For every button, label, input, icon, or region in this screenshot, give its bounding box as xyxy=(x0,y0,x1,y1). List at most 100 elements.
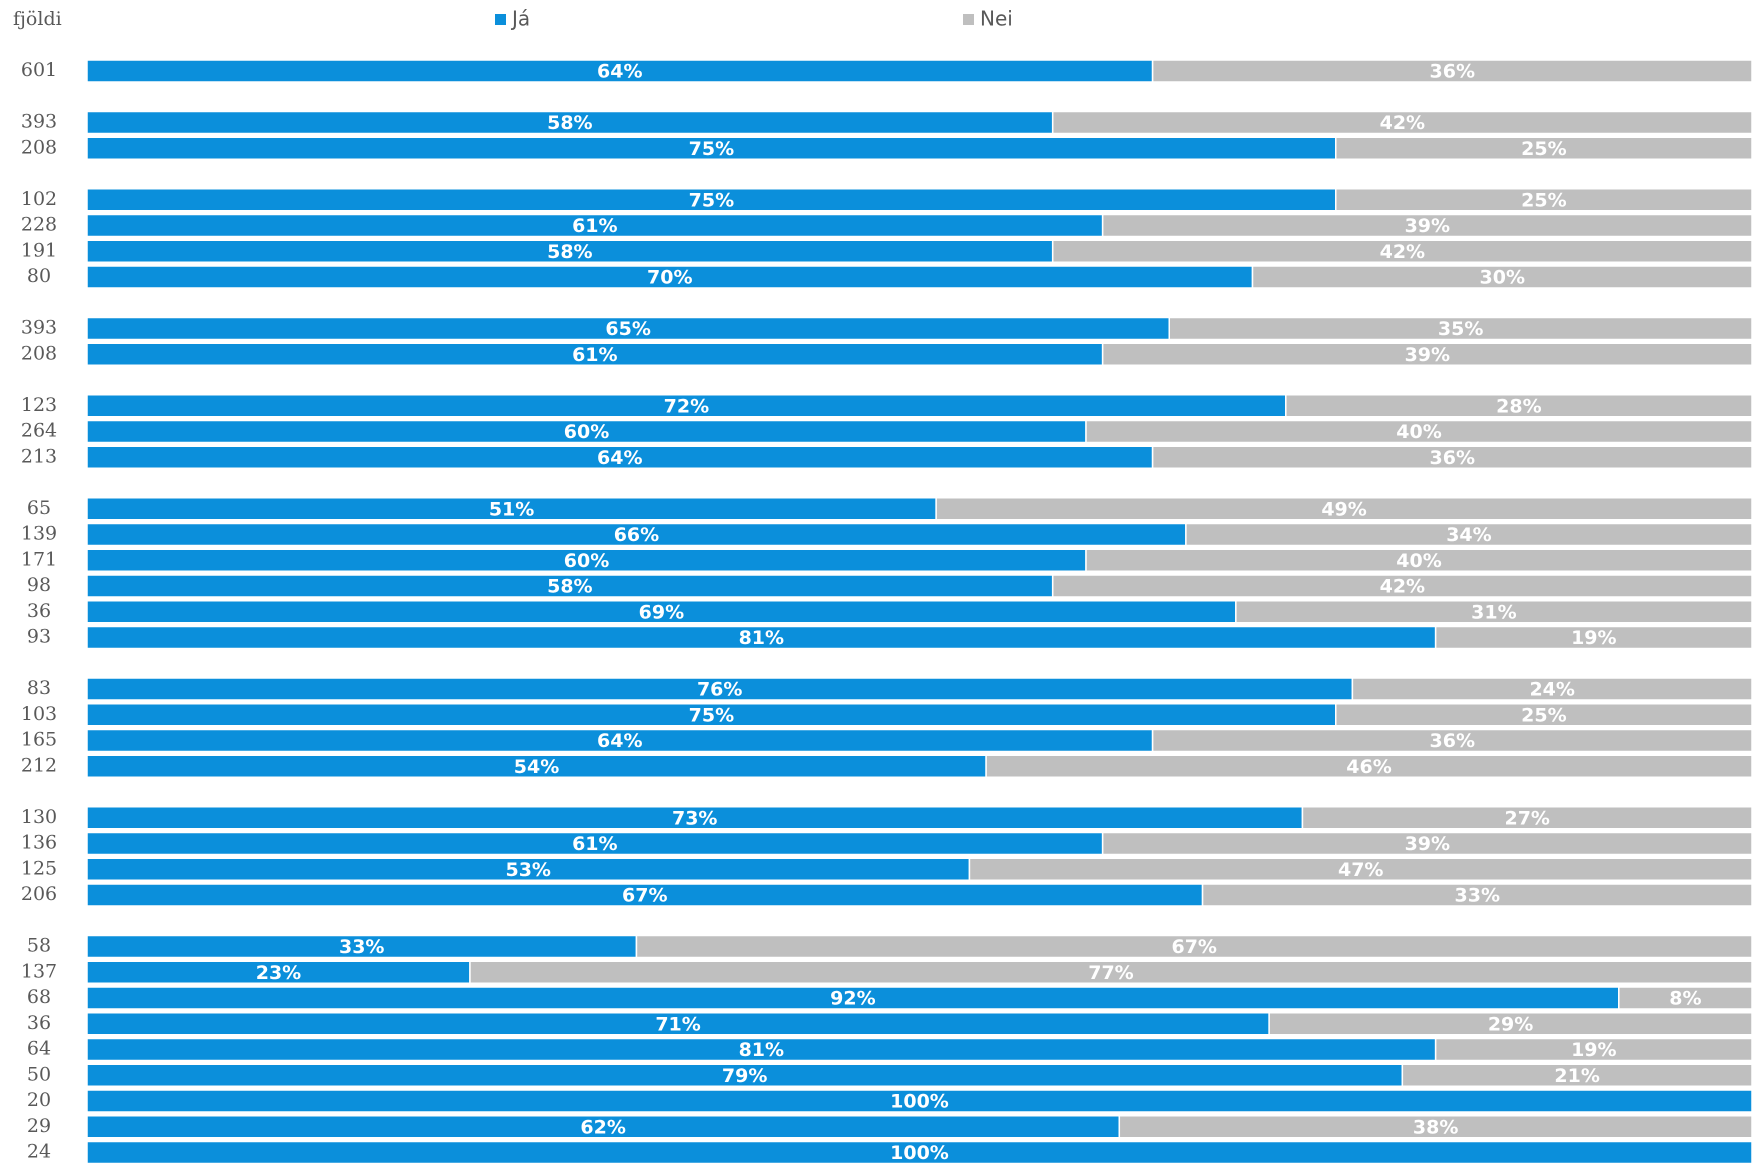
data-label: 8% xyxy=(1669,988,1701,1010)
data-label: 58% xyxy=(547,112,592,134)
data-label: 100% xyxy=(890,1091,949,1113)
data-label: 61% xyxy=(572,344,617,366)
category-label: 208 xyxy=(21,136,57,158)
data-label: 33% xyxy=(1455,885,1500,907)
data-label: 35% xyxy=(1438,318,1483,340)
data-label: 36% xyxy=(1430,730,1475,752)
bar-segment xyxy=(1434,1037,1752,1062)
data-label: 33% xyxy=(339,936,384,958)
bar-segment xyxy=(1118,1115,1752,1139)
bar-segment xyxy=(635,934,1752,959)
bar-segment xyxy=(1185,522,1752,547)
data-label: 29% xyxy=(1488,1013,1533,1035)
bar-segment xyxy=(1351,677,1752,701)
legend-swatch xyxy=(495,14,506,25)
data-label: 92% xyxy=(830,988,875,1010)
data-label: 53% xyxy=(505,859,550,881)
data-label: 39% xyxy=(1405,344,1450,366)
data-label: 58% xyxy=(547,576,592,598)
data-label: 28% xyxy=(1496,395,1541,417)
data-label: 40% xyxy=(1396,421,1441,443)
category-label: 64 xyxy=(27,1038,51,1060)
bar-segment xyxy=(1235,600,1752,624)
bar-segment xyxy=(1151,59,1752,83)
axis-title: fjöldi xyxy=(13,8,62,30)
bar-segment xyxy=(1618,986,1752,1010)
data-label: 38% xyxy=(1413,1116,1458,1138)
data-label: 67% xyxy=(622,885,667,907)
category-label: 139 xyxy=(21,523,57,545)
data-label: 64% xyxy=(597,61,642,83)
bar-segment xyxy=(469,960,1752,984)
bar-segment xyxy=(1434,625,1752,650)
data-label: 61% xyxy=(572,215,617,237)
bar-segment xyxy=(1085,419,1752,444)
data-label: 64% xyxy=(597,447,642,469)
category-label: 24 xyxy=(27,1141,51,1163)
data-label: 100% xyxy=(890,1142,949,1164)
category-label: 208 xyxy=(21,342,57,364)
category-label: 191 xyxy=(21,239,57,261)
data-label: 64% xyxy=(597,730,642,752)
bar-segment xyxy=(1151,728,1752,753)
data-label: 66% xyxy=(614,524,659,546)
data-label: 62% xyxy=(580,1116,625,1138)
data-label: 58% xyxy=(547,241,592,263)
data-label: 70% xyxy=(647,267,692,289)
data-label: 81% xyxy=(739,627,784,649)
bar-segment xyxy=(1085,548,1752,572)
bar-segment xyxy=(1335,188,1752,212)
data-label: 65% xyxy=(605,318,650,340)
data-label: 75% xyxy=(689,138,734,160)
category-label: 601 xyxy=(21,59,57,81)
data-label: 24% xyxy=(1529,679,1574,701)
category-label: 130 xyxy=(21,806,57,828)
data-label: 72% xyxy=(664,395,709,417)
category-label: 80 xyxy=(27,265,51,287)
data-label: 61% xyxy=(572,833,617,855)
category-label: 137 xyxy=(21,960,57,982)
category-label: 171 xyxy=(21,548,57,570)
category-label: 50 xyxy=(27,1063,51,1085)
category-label: 212 xyxy=(21,754,57,776)
category-label: 68 xyxy=(27,986,51,1008)
data-label: 73% xyxy=(672,807,717,829)
category-label: 125 xyxy=(21,857,57,879)
category-label: 393 xyxy=(21,111,57,133)
category-label: 102 xyxy=(21,188,57,210)
category-label: 213 xyxy=(21,445,57,467)
bar-segment xyxy=(1151,445,1752,469)
category-label: 58 xyxy=(27,935,51,957)
data-label: 39% xyxy=(1405,833,1450,855)
category-label: 29 xyxy=(27,1115,51,1137)
data-label: 47% xyxy=(1338,859,1383,881)
bar-segment xyxy=(1335,136,1752,160)
bar-segment xyxy=(1168,316,1752,341)
category-label: 264 xyxy=(21,420,57,442)
legend-label: Nei xyxy=(980,7,1013,31)
data-label: 40% xyxy=(1396,550,1441,572)
category-label: 103 xyxy=(21,703,57,725)
category-label: 65 xyxy=(27,497,51,519)
data-label: 25% xyxy=(1521,138,1566,160)
bar-segment xyxy=(1101,213,1752,238)
category-label: 36 xyxy=(27,600,51,622)
category-label: 228 xyxy=(21,214,57,236)
bar-segment xyxy=(1335,703,1752,727)
data-label: 42% xyxy=(1380,112,1425,134)
data-label: 34% xyxy=(1446,524,1491,546)
data-label: 60% xyxy=(564,550,609,572)
data-label: 23% xyxy=(256,962,301,984)
data-label: 67% xyxy=(1171,936,1216,958)
data-label: 76% xyxy=(697,679,742,701)
data-label: 19% xyxy=(1571,627,1616,649)
data-label: 27% xyxy=(1504,807,1549,829)
data-label: 30% xyxy=(1480,267,1525,289)
data-label: 31% xyxy=(1471,601,1516,623)
data-label: 49% xyxy=(1321,498,1366,520)
data-label: 54% xyxy=(514,756,559,778)
category-label: 123 xyxy=(21,394,57,416)
data-label: 69% xyxy=(639,601,684,623)
data-label: 42% xyxy=(1380,241,1425,263)
